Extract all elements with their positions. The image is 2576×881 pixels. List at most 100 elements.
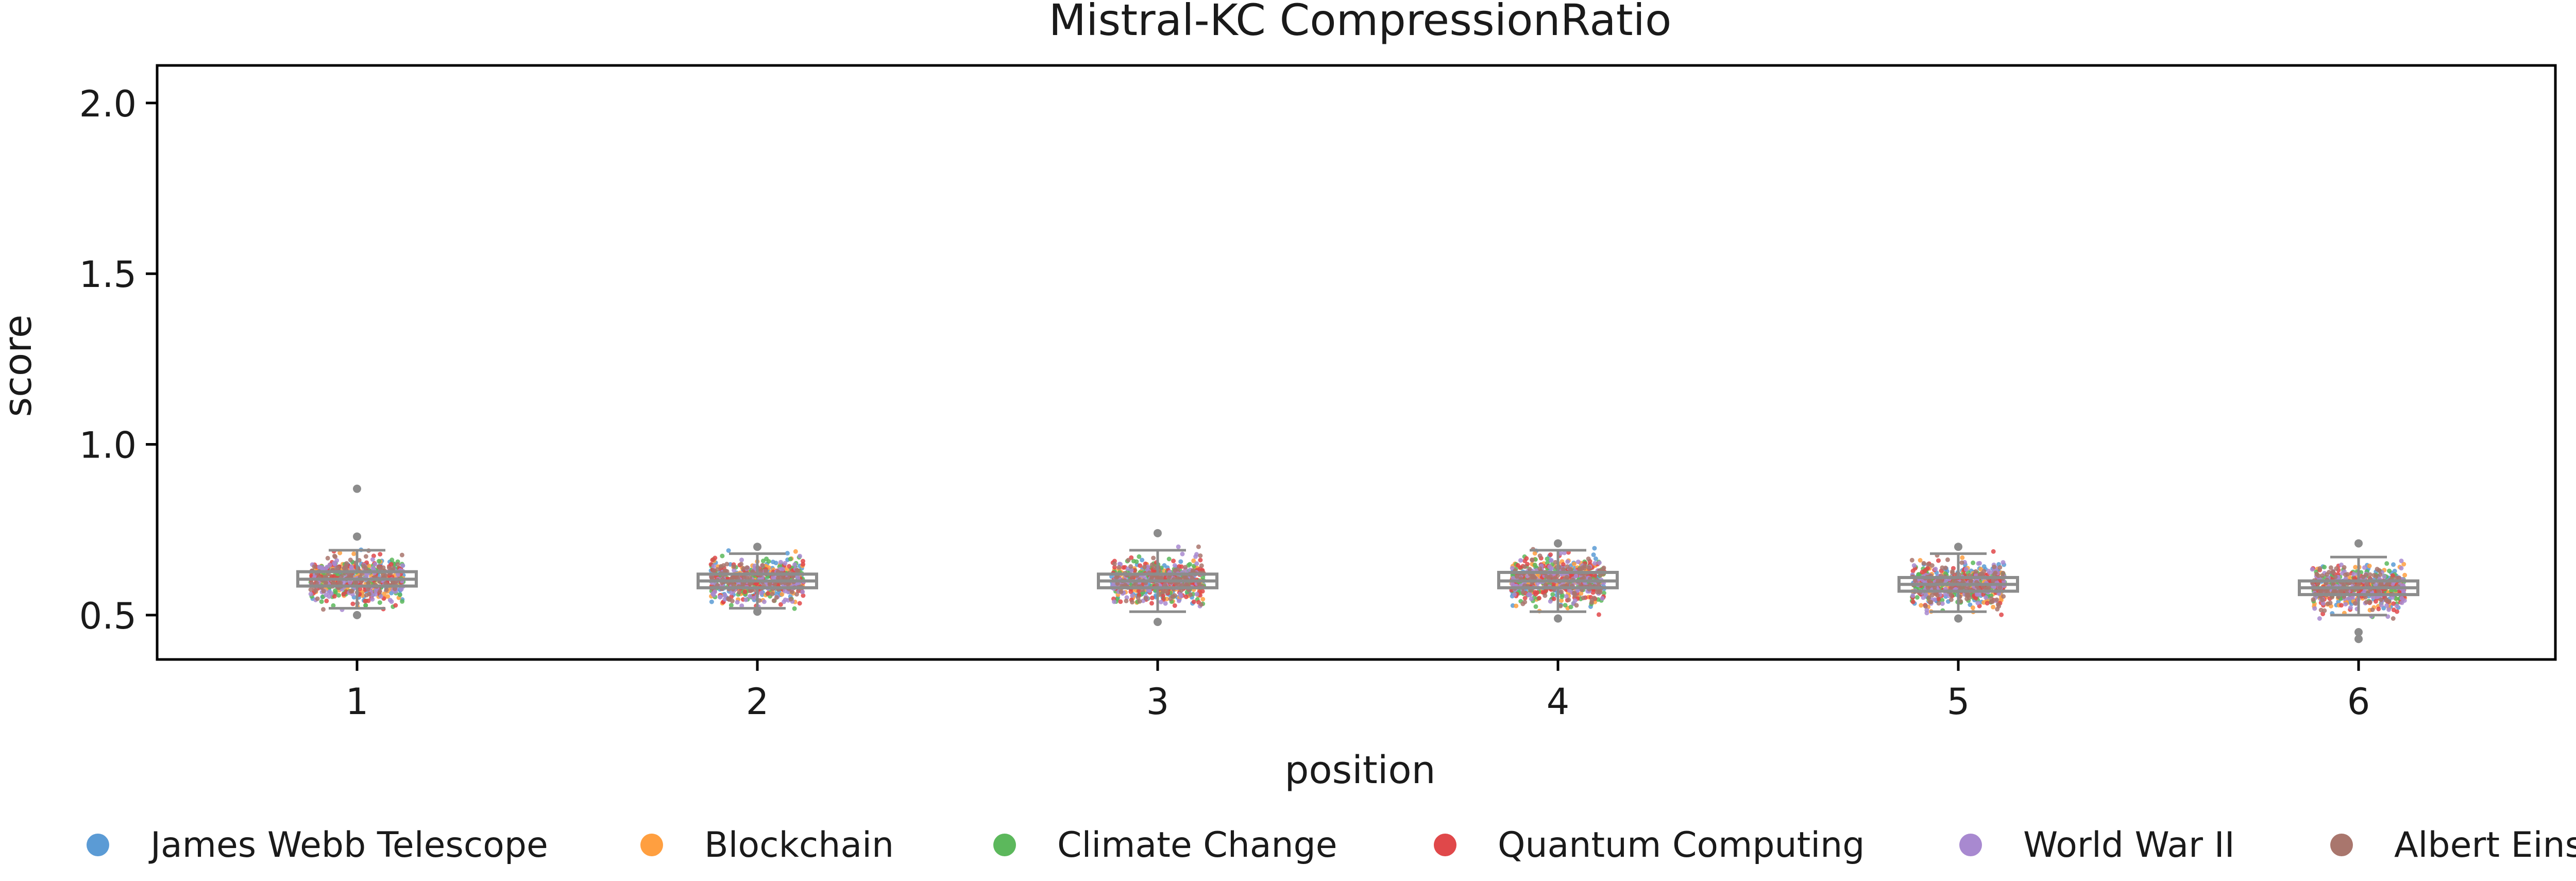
strip-point (1948, 597, 1954, 602)
strip-point (1511, 575, 1516, 581)
strip-point (760, 563, 765, 568)
strip-point (1993, 570, 1998, 575)
strip-point (2362, 565, 2367, 570)
strip-point (334, 558, 340, 563)
strip-point (774, 595, 779, 600)
strip-point (1118, 589, 1124, 595)
strip-point (1964, 592, 1970, 598)
legend-label: Quantum Computing (1498, 824, 1865, 866)
y-tick-label: 1.5 (79, 253, 137, 296)
strip-point (1166, 556, 1172, 562)
y-tick-label: 0.5 (79, 595, 137, 637)
strip-point (763, 568, 768, 573)
strip-point (1910, 599, 1916, 604)
strip-point (1137, 588, 1142, 594)
strip-point (350, 601, 355, 606)
strip-point (1550, 592, 1555, 597)
strip-point (1923, 592, 1928, 597)
legend-label: James Webb Telescope (150, 824, 548, 866)
strip-point (367, 564, 372, 569)
strip-point (758, 568, 763, 573)
strip-point (339, 573, 344, 579)
strip-point (1555, 573, 1560, 579)
strip-point (1540, 590, 1546, 595)
strip-point (377, 558, 382, 564)
strip-point (1929, 592, 1935, 598)
strip-point (771, 575, 776, 580)
strip-point (2330, 569, 2335, 574)
strip-point (1517, 565, 1522, 570)
strip-point (1589, 600, 1594, 605)
strip-point (2394, 603, 2399, 608)
strip-point (1579, 591, 1584, 596)
strip-point (2384, 598, 2389, 603)
strip-point (1921, 561, 1926, 566)
strip-point (1180, 551, 1185, 556)
strip-point (782, 599, 786, 604)
strip-point (1198, 602, 1204, 607)
strip-point (730, 575, 735, 581)
strip-point (1925, 562, 1930, 567)
strip-point (365, 586, 370, 591)
strip-point (1514, 574, 1519, 579)
strip-point (1529, 596, 1534, 601)
strip-point (1984, 595, 1988, 600)
strip-point (382, 591, 387, 597)
strip-point (783, 561, 788, 566)
strip-point (1997, 585, 2003, 590)
strip-point (1551, 596, 1556, 601)
legend-label: World War II (2023, 824, 2235, 866)
box-outlier (1954, 543, 1962, 551)
box-layer (296, 484, 2419, 643)
strip-point (1592, 573, 1597, 578)
strip-point (2317, 566, 2323, 571)
strip-point (395, 562, 400, 567)
strip-point (2311, 597, 2316, 602)
strip-point (1531, 573, 1536, 579)
strip-point (2361, 574, 2366, 580)
strip-point (788, 556, 793, 562)
strip-point (2343, 572, 2348, 578)
strip-point (2310, 567, 2315, 572)
strip-point (325, 555, 330, 561)
strip-point (336, 593, 341, 598)
strip-point (313, 588, 318, 594)
legend-marker (993, 834, 1016, 856)
strip-point (1591, 596, 1597, 601)
strip-point (1553, 560, 1558, 565)
strip-point (1959, 560, 1964, 565)
strip-point (2312, 606, 2317, 611)
strip-point (342, 566, 347, 571)
strip-point (2378, 572, 2383, 577)
strip-point (378, 594, 383, 599)
strip-point (387, 598, 393, 603)
strip-point (1912, 578, 1918, 583)
strip-point (1909, 557, 1914, 563)
strip-point (2399, 596, 2404, 601)
strip-point (341, 591, 346, 597)
strip-point (1918, 558, 1923, 563)
strip-point (739, 562, 744, 567)
strip-point (792, 562, 797, 567)
strip-point (801, 593, 806, 598)
y-tick-label: 2.0 (79, 83, 137, 125)
strip-point (2353, 565, 2358, 570)
strip-point (2387, 568, 2392, 573)
strip-point (737, 590, 742, 595)
strip-point (348, 557, 353, 563)
strip-point (1188, 592, 1193, 597)
strip-point (370, 557, 375, 562)
strip-point (794, 591, 799, 597)
strip-point (308, 591, 313, 597)
strip-point (1149, 601, 1154, 606)
strip-point (2390, 573, 2395, 578)
strip-point (1176, 544, 1181, 549)
strip-point (1945, 557, 1950, 562)
strip-point (331, 603, 336, 608)
strip-point (2391, 601, 2396, 606)
strip-point (766, 591, 771, 596)
legend-label: Albert Einstein (2394, 824, 2576, 866)
strip-point (1575, 560, 1581, 565)
strip-point (2339, 589, 2344, 595)
strip-point (1532, 551, 1537, 556)
